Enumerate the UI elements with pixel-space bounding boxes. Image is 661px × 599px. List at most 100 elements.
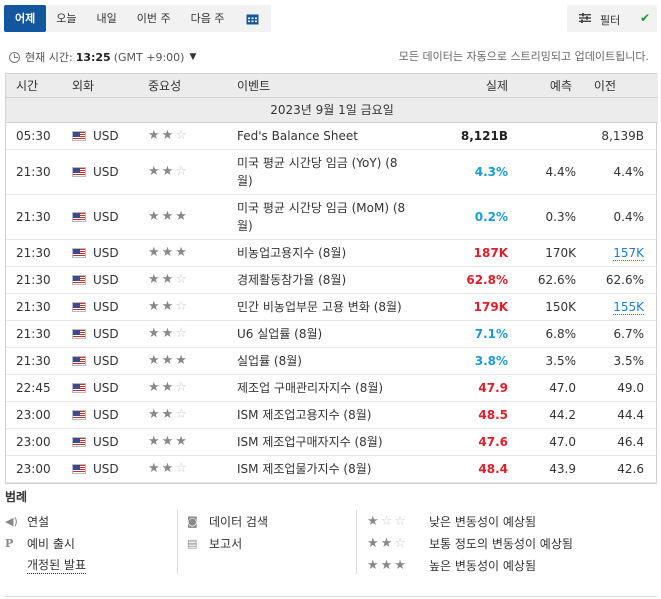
event-name-link[interactable]: 민간 비농업부문 고용 변화 (8월) [237, 293, 434, 321]
previous-value[interactable]: 157K [613, 245, 644, 261]
previous-value: 6.7% [613, 326, 645, 341]
importance-stars-icon: ★★☆ [138, 149, 237, 195]
date-group-row: 2023년 9월 1일 금요일 [6, 97, 658, 123]
event-name-link[interactable]: ISM 제조업물가지수 (8월) [237, 455, 434, 483]
importance-stars-icon: ★★☆ [138, 374, 237, 402]
col-header-event: 이벤트 [237, 74, 434, 98]
previous-value: 3.5% [613, 353, 645, 368]
previous-value: 4.4% [613, 164, 645, 179]
importance-stars-icon: ★★☆ [138, 266, 237, 294]
event-actual: 47.9 [434, 374, 514, 402]
event-actual: 4.3% [434, 149, 514, 195]
previous-value: 42.6 [617, 461, 644, 476]
importance-stars-icon: ★★☆ [138, 455, 237, 483]
us-flag-icon [72, 166, 86, 177]
event-actual: 7.1% [434, 320, 514, 348]
event-currency: USD [72, 374, 138, 402]
event-actual: 47.6 [434, 428, 514, 456]
table-row[interactable]: 21:30 USD ★★☆ 민간 비농업부문 고용 변화 (8월) 179K 150K 15… [6, 293, 658, 321]
tab-today[interactable]: 오늘 [56, 12, 77, 25]
event-time: 21:30 [6, 293, 72, 321]
event-forecast: 62.6% [514, 266, 582, 294]
event-time: 22:45 [6, 374, 72, 402]
event-actual: 3.8% [434, 347, 514, 375]
us-flag-icon [72, 436, 86, 447]
event-name-link[interactable]: ISM 제조업구매자지수 (8월) [237, 428, 434, 456]
event-forecast: 150K [514, 293, 582, 321]
table-row[interactable]: 23:00 USD ★★★ ISM 제조업구매자지수 (8월) 47.6 47.0 46.4 [6, 428, 658, 456]
event-name-link[interactable]: 미국 평균 시간당 임금 (YoY) (8월) [237, 149, 434, 195]
tab-next-week[interactable]: 다음 주 [190, 12, 225, 25]
two-star-icon: ★★☆ [367, 535, 408, 551]
event-name-link[interactable]: 미국 평균 시간당 임금 (MoM) (8월) [237, 194, 434, 240]
event-previous: 6.7% [582, 320, 658, 348]
legend-revised: 개정된 발표 [27, 558, 87, 574]
col-header-forecast: 예측 [514, 74, 582, 98]
event-time: 23:00 [6, 401, 72, 429]
table-row[interactable]: 22:45 USD ★★☆ 제조업 구매관리자지수 (8월) 47.9 47.0 49.0 [6, 374, 658, 402]
divider [5, 596, 657, 597]
event-previous[interactable]: 155K [582, 293, 658, 321]
table-row[interactable]: 21:30 USD ★★☆ 경제활동참가율 (8월) 62.8% 62.6% 62.6% [6, 266, 658, 294]
event-previous: 3.5% [582, 347, 658, 375]
event-name-link[interactable]: ISM 제조업고용지수 (8월) [237, 401, 434, 429]
event-currency: USD [72, 149, 138, 195]
importance-stars-icon: ★★☆ [138, 320, 237, 348]
col-header-currency: 외화 [72, 74, 138, 98]
table-row[interactable]: 21:30 USD ★★☆ 미국 평균 시간당 임금 (YoY) (8월) 4.3% 4.… [6, 149, 658, 195]
us-flag-icon [72, 463, 86, 474]
event-currency: USD [72, 266, 138, 294]
us-flag-icon [72, 211, 86, 222]
currency-code: USD [93, 461, 119, 476]
previous-value[interactable]: 155K [613, 299, 644, 315]
event-name-link[interactable]: 경제활동참가율 (8월) [237, 266, 434, 294]
event-name-link[interactable]: 비농업고용지수 (8월) [237, 239, 434, 267]
event-currency: USD [72, 122, 138, 150]
tab-tomorrow[interactable]: 내일 [96, 12, 117, 25]
actual-value: 47.9 [478, 380, 508, 395]
event-name-link[interactable]: U6 실업률 (8월) [237, 320, 434, 348]
event-actual: 8,121B [434, 122, 514, 150]
previous-value: 8,139B [601, 128, 644, 143]
importance-stars-icon: ★★★ [138, 194, 237, 240]
filter-sliders-icon [579, 13, 591, 23]
importance-stars-icon: ★★☆ [138, 122, 237, 150]
current-time-selector[interactable]: 현재 시간: 13:25 (GMT +9:00) ▼ [9, 49, 196, 65]
event-name-link[interactable]: 제조업 구매관리자지수 (8월) [237, 374, 434, 402]
table-row[interactable]: 21:30 USD ★★☆ U6 실업률 (8월) 7.1% 6.8% 6.7% [6, 320, 658, 348]
tab-yesterday[interactable]: 어제 [4, 5, 47, 32]
event-previous[interactable]: 157K [582, 239, 658, 267]
event-name-link[interactable]: Fed's Balance Sheet [237, 122, 434, 150]
table-row[interactable]: 23:00 USD ★★☆ ISM 제조업고용지수 (8월) 48.5 44.2 44.4 [6, 401, 658, 429]
event-time: 21:30 [6, 320, 72, 348]
currency-code: USD [93, 164, 119, 179]
table-row[interactable]: 21:30 USD ★★★ 비농업고용지수 (8월) 187K 170K 157K [6, 239, 658, 267]
event-forecast: 47.0 [514, 428, 582, 456]
actual-value: 8,121B [460, 128, 508, 143]
calendar-button[interactable] [234, 5, 271, 32]
us-flag-icon [72, 274, 86, 285]
previous-value: 62.6% [605, 272, 644, 287]
current-time-label: 현재 시간: [25, 51, 73, 64]
event-name-link[interactable]: 실업률 (8월) [237, 347, 434, 375]
event-time: 21:30 [6, 239, 72, 267]
legend-speech: 연설 [27, 514, 50, 529]
event-previous: 8,139B [582, 122, 658, 150]
legend-low: 낮은 변동성이 예상됨 [429, 514, 536, 529]
table-row[interactable]: 23:00 USD ★★☆ ISM 제조업물가지수 (8월) 48.4 43.9 42.6 [6, 455, 658, 483]
tab-this-week[interactable]: 이번 주 [136, 12, 171, 25]
filter-button[interactable]: 필터 ✔ [567, 5, 657, 32]
event-previous: 44.4 [582, 401, 658, 429]
col-header-actual: 실제 [434, 74, 514, 98]
event-currency: USD [72, 194, 138, 240]
event-forecast: 4.4% [514, 149, 582, 195]
table-row[interactable]: 05:30 USD ★★☆ Fed's Balance Sheet 8,121B 8,13… [6, 122, 658, 150]
legend-report: 보고서 [209, 536, 243, 551]
currency-code: USD [93, 407, 119, 422]
event-actual: 48.4 [434, 455, 514, 483]
table-row[interactable]: 21:30 USD ★★★ 미국 평균 시간당 임금 (MoM) (8월) 0.2% 0.… [6, 194, 658, 240]
us-flag-icon [72, 130, 86, 141]
event-currency: USD [72, 347, 138, 375]
us-flag-icon [72, 301, 86, 312]
table-row[interactable]: 21:30 USD ★★★ 실업률 (8월) 3.8% 3.5% 3.5% [6, 347, 658, 375]
